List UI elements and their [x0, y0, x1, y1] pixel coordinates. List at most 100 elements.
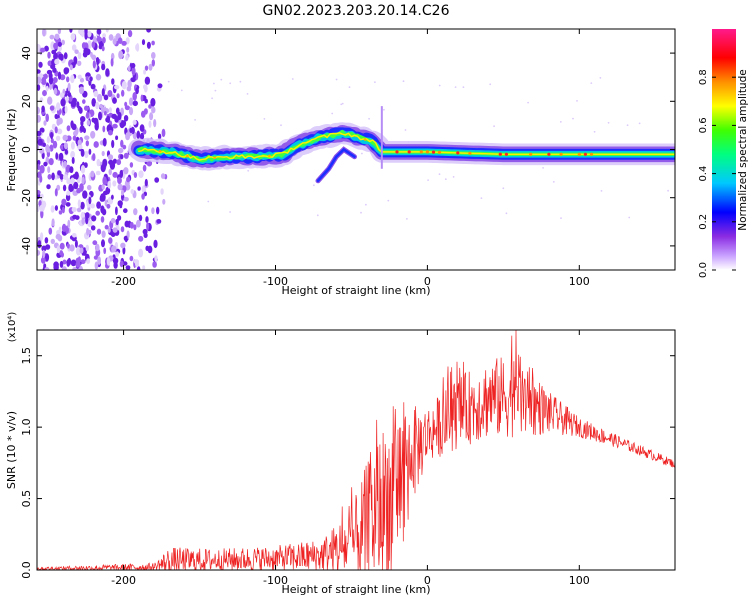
noise-blob — [43, 120, 47, 126]
noise-blob — [101, 45, 105, 52]
noise-blob — [128, 107, 134, 116]
snr-y-label: SNR (10 * v/v) — [5, 411, 18, 489]
noise-blob — [58, 226, 62, 233]
faint-dot — [600, 190, 603, 192]
noise-blob — [144, 65, 149, 71]
faint-dot — [229, 82, 232, 85]
noise-blob — [156, 206, 160, 215]
noise-blob — [146, 222, 150, 231]
noise-blob — [112, 97, 117, 104]
noise-blob — [85, 75, 90, 82]
spectrogram-y-axis: -40 -20 0 20 40 — [20, 46, 675, 255]
noise-blob — [129, 162, 134, 168]
faint-dot — [438, 84, 441, 87]
noise-blob — [70, 177, 75, 185]
noise-blob — [145, 216, 149, 223]
colorbar-tick-label: 0.6 — [698, 117, 709, 133]
colorbar-tick-label: 0.0 — [698, 262, 709, 278]
noise-blob — [65, 225, 69, 234]
noise-blob — [112, 158, 117, 164]
noise-blob — [48, 158, 54, 166]
noise-blob — [69, 244, 75, 252]
noise-blob — [152, 261, 157, 268]
noise-blob — [40, 232, 44, 241]
noise-blob — [102, 137, 107, 147]
faint-dot — [316, 214, 319, 217]
noise-blob — [70, 99, 77, 108]
peak-dot — [158, 149, 162, 153]
peak-dot — [577, 152, 581, 156]
noise-blob — [98, 111, 102, 121]
noise-blob — [42, 29, 46, 37]
noise-blob — [79, 77, 85, 83]
noise-blob — [153, 119, 157, 128]
noise-blob — [146, 41, 151, 49]
faint-dot — [374, 81, 376, 83]
noise-blob — [91, 54, 97, 61]
noise-blob — [154, 177, 160, 183]
snr-x-axis: -200 -100 0 100 — [111, 330, 590, 587]
snr-panel: -200 -100 0 100 0.0 0.5 1.0 1.5 Height of stra… — [5, 312, 676, 596]
y-tick-label: 1.0 — [20, 418, 33, 436]
noise-blob — [56, 184, 61, 191]
colorbar: 0.0 0.2 0.4 0.6 0.8 Normalized spectral ampl… — [698, 29, 749, 278]
faint-dot — [368, 117, 370, 120]
noise-blob — [82, 99, 86, 104]
peak-dot — [456, 151, 460, 155]
x-tick-label: 100 — [569, 275, 590, 288]
peak-dot — [437, 150, 442, 154]
noise-blob — [47, 96, 53, 105]
noise-blob — [95, 101, 99, 110]
noise-blob — [105, 117, 110, 123]
noise-blob — [59, 242, 65, 250]
noise-blob — [132, 119, 137, 125]
noise-blob — [46, 184, 51, 190]
noise-blob — [59, 92, 65, 98]
noise-blob — [92, 60, 96, 69]
noise-blob — [96, 158, 101, 167]
noise-blob — [58, 210, 63, 215]
faint-dot — [214, 89, 217, 92]
noise-blob — [52, 77, 58, 83]
noise-blob — [63, 174, 69, 181]
noise-blob — [39, 204, 45, 212]
noise-blob — [69, 166, 74, 174]
noise-blob — [38, 61, 43, 68]
peak-dot — [529, 152, 533, 156]
noise-blob — [45, 244, 51, 250]
noise-blob — [123, 152, 129, 159]
peak-dot — [363, 138, 367, 141]
noise-blob — [91, 215, 97, 222]
noise-blob — [37, 84, 41, 91]
noise-blob — [149, 112, 154, 121]
noise-blob — [63, 52, 68, 60]
noise-blob — [116, 159, 122, 166]
peak-dot — [419, 150, 423, 154]
noise-blob — [104, 224, 109, 230]
noise-blob — [125, 37, 130, 45]
y-tick-label: 0.0 — [20, 561, 33, 579]
noise-blob — [59, 260, 64, 268]
noise-blob — [80, 165, 86, 174]
noise-blob — [56, 128, 63, 135]
peak-dot — [431, 150, 436, 154]
figure-title: GN02.2023.203.20.14.C26 — [263, 3, 450, 19]
noise-blob — [50, 205, 55, 213]
faint-dot — [335, 78, 338, 81]
noise-blob — [112, 227, 118, 233]
faint-dot — [489, 83, 492, 86]
noise-blob — [41, 76, 47, 85]
colorbar-tick-label: 0.4 — [698, 166, 709, 182]
faint-dot — [341, 102, 344, 105]
faint-dot — [331, 112, 334, 115]
noise-blob — [50, 238, 55, 244]
noise-blob — [37, 249, 41, 256]
noise-blob — [107, 227, 111, 233]
noise-blob — [92, 153, 96, 162]
noise-blob — [112, 257, 119, 264]
noise-blob — [78, 29, 84, 35]
noise-blob — [120, 226, 125, 233]
noise-blob — [126, 47, 130, 53]
noise-blob — [120, 139, 124, 148]
noise-blob — [143, 232, 148, 238]
